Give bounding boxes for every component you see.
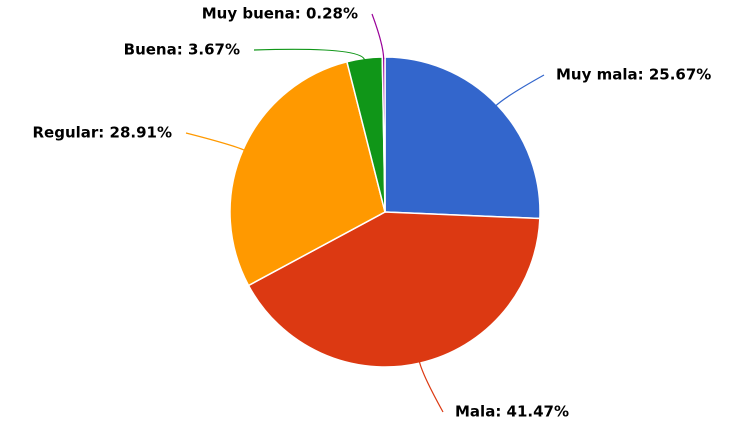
pie-slice <box>384 56 541 220</box>
data-label: Buena: 3.67% <box>124 41 240 59</box>
leader-line <box>495 74 545 107</box>
leader-line <box>371 13 385 60</box>
data-label: Muy buena: 0.28% <box>202 5 358 23</box>
data-label: Muy mala: 25.67% <box>556 66 711 84</box>
data-label: Mala: 41.47% <box>455 403 569 421</box>
data-label: Regular: 28.91% <box>33 124 173 142</box>
leader-line <box>253 48 366 61</box>
leader-line <box>185 132 246 151</box>
leader-line <box>418 360 444 413</box>
